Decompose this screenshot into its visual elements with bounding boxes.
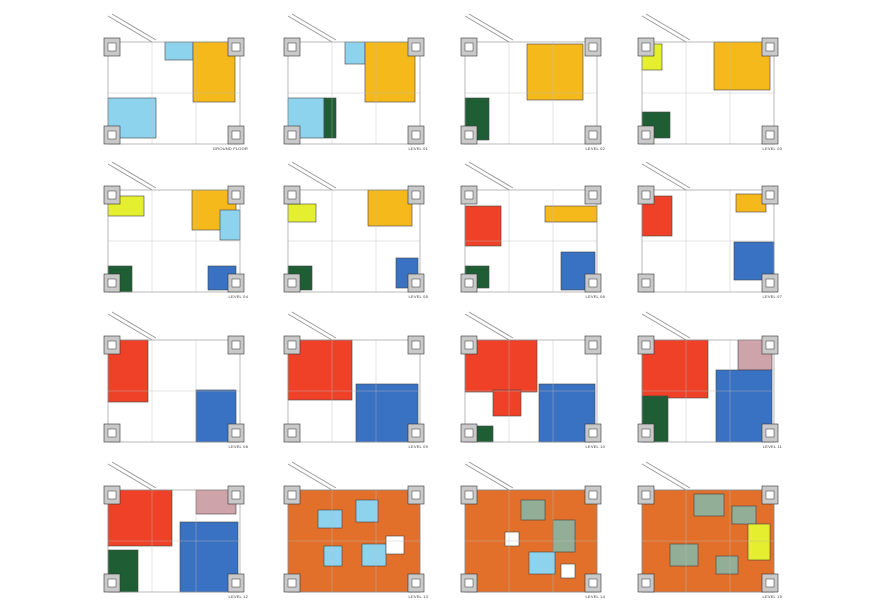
floor-label: GROUND FLOOR <box>212 146 248 151</box>
floor-plan-drawing <box>283 161 425 293</box>
floor-plan: GROUND FLOOR <box>100 12 250 157</box>
ramp-line <box>464 13 514 43</box>
ramp-line <box>641 13 691 43</box>
program-block-grey-green <box>552 519 576 553</box>
floor-label: LEVEL 14 <box>585 594 605 599</box>
floor-plan: LEVEL 15 <box>634 460 784 605</box>
program-block-lime <box>747 523 771 561</box>
program-block-yellow <box>367 189 413 227</box>
floor-plan: LEVEL 14 <box>457 460 607 605</box>
floor-plan: LEVEL 01 <box>280 12 430 157</box>
floor-plan-drawing <box>283 13 425 145</box>
floor-plan: LEVEL 08 <box>100 310 250 455</box>
floor-label: LEVEL 15 <box>762 594 782 599</box>
program-block-grey-green <box>693 493 725 517</box>
floor-plan-drawing <box>103 13 245 145</box>
program-block-light-blue <box>219 209 241 241</box>
ramp-line <box>287 161 337 191</box>
program-block-dark-green <box>323 97 337 139</box>
floor-label: LEVEL 11 <box>762 444 782 449</box>
program-block-light-blue <box>323 545 343 567</box>
ramp-line <box>107 13 157 43</box>
floor-plan-drawing <box>637 161 779 293</box>
floor-plan: LEVEL 07 <box>634 160 784 305</box>
program-block-white <box>385 535 405 555</box>
floor-plan: LEVEL 10 <box>457 310 607 455</box>
ramp-line <box>107 461 157 491</box>
floor-label: LEVEL 08 <box>228 444 248 449</box>
program-block-grey-green <box>669 543 699 567</box>
ramp-line <box>287 13 337 43</box>
program-block-light-blue <box>361 543 387 567</box>
ramp-line <box>641 311 691 341</box>
program-block-lime <box>287 203 317 223</box>
ramp-line <box>641 161 691 191</box>
program-block-white <box>560 563 576 579</box>
floor-plan-drawing <box>460 311 602 443</box>
program-block-yellow <box>735 193 767 213</box>
floor-plan-drawing <box>103 311 245 443</box>
program-block-light-blue <box>164 41 194 61</box>
program-block-white <box>504 531 520 547</box>
floor-plan: LEVEL 02 <box>457 12 607 157</box>
floor-label: LEVEL 07 <box>762 294 782 299</box>
floor-label: LEVEL 02 <box>585 146 605 151</box>
ramp-line <box>464 161 514 191</box>
floor-label: LEVEL 01 <box>408 146 428 151</box>
floor-plan: LEVEL 03 <box>634 12 784 157</box>
program-block-blue <box>355 383 419 443</box>
floor-plan-drawing <box>460 161 602 293</box>
program-block-yellow <box>526 43 584 101</box>
floor-plan-drawing <box>460 461 602 593</box>
floor-plan-drawing <box>637 311 779 443</box>
ramp-line <box>287 461 337 491</box>
program-block-grey-green <box>715 555 739 575</box>
floor-plan-drawing <box>103 461 245 593</box>
program-block-yellow <box>544 205 598 223</box>
ramp-line <box>464 311 514 341</box>
floor-plan: LEVEL 04 <box>100 160 250 305</box>
program-block-yellow <box>364 41 416 103</box>
ramp-line <box>287 311 337 341</box>
floor-plan: LEVEL 11 <box>634 310 784 455</box>
floor-plan-drawing <box>460 13 602 145</box>
floor-label: LEVEL 12 <box>228 594 248 599</box>
floor-plan-drawing <box>283 461 425 593</box>
floor-plan: LEVEL 13 <box>280 460 430 605</box>
program-block-grey-green <box>731 505 757 525</box>
program-block-red <box>492 389 522 417</box>
program-block-blue <box>733 241 775 281</box>
floor-plan-drawing <box>283 311 425 443</box>
floor-plan-drawing <box>637 461 779 593</box>
floor-label: LEVEL 04 <box>228 294 248 299</box>
program-block-light-blue <box>528 551 556 575</box>
floor-label: LEVEL 03 <box>762 146 782 151</box>
program-block-light-blue <box>355 499 379 523</box>
program-block-light-blue <box>344 41 366 65</box>
program-block-red <box>464 205 502 247</box>
program-block-grey-green <box>520 499 546 521</box>
floor-plan-drawing <box>637 13 779 145</box>
ramp-line <box>641 461 691 491</box>
program-block-yellow <box>713 41 771 91</box>
floor-label: LEVEL 05 <box>408 294 428 299</box>
floor-label: LEVEL 10 <box>585 444 605 449</box>
floor-plan: LEVEL 12 <box>100 460 250 605</box>
program-block-light-blue <box>317 509 343 529</box>
ramp-line <box>107 161 157 191</box>
floor-plan: LEVEL 09 <box>280 310 430 455</box>
floor-label: LEVEL 13 <box>408 594 428 599</box>
floor-plan: LEVEL 05 <box>280 160 430 305</box>
floor-label: LEVEL 09 <box>408 444 428 449</box>
ramp-line <box>107 311 157 341</box>
floor-plan: LEVEL 06 <box>457 160 607 305</box>
ramp-line <box>464 461 514 491</box>
floor-label: LEVEL 06 <box>585 294 605 299</box>
floor-plan-drawing <box>103 161 245 293</box>
